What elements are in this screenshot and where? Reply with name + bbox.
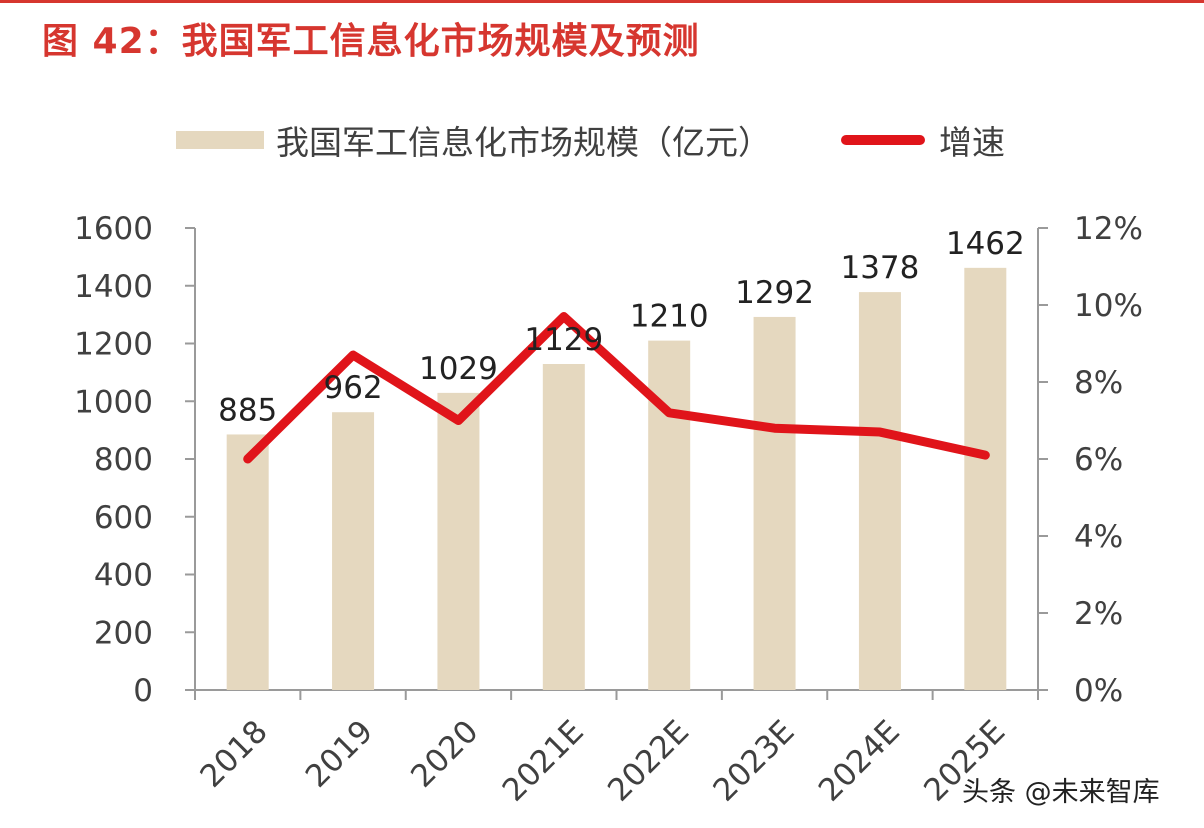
bar bbox=[226, 434, 269, 690]
bar-data-label: 885 bbox=[218, 392, 277, 428]
y-right-tick-label: 2% bbox=[1074, 596, 1123, 632]
top-rule bbox=[0, 0, 1204, 3]
chart-title: 图 42：我国军工信息化市场规模及预测 bbox=[42, 21, 700, 62]
bar bbox=[753, 316, 796, 690]
bar bbox=[437, 392, 480, 690]
growth-point bbox=[984, 454, 987, 457]
growth-point bbox=[773, 427, 776, 430]
x-tick-label: 2020 bbox=[404, 714, 485, 795]
x-tick-label: 2018 bbox=[193, 714, 274, 795]
bar-data-label: 1462 bbox=[946, 226, 1025, 262]
bar-data-label: 1210 bbox=[630, 299, 709, 335]
watermark: 头条 @未来智库 bbox=[962, 777, 1160, 808]
growth-point bbox=[562, 315, 565, 318]
bar-data-label: 1292 bbox=[735, 275, 814, 311]
y-right-tick-label: 4% bbox=[1074, 519, 1123, 555]
growth-point bbox=[352, 354, 355, 357]
y-left-tick-label: 1200 bbox=[74, 327, 153, 363]
growth-point bbox=[668, 411, 671, 414]
bar-data-label: 1378 bbox=[840, 250, 919, 286]
legend: 我国军工信息化市场规模（亿元） 增速 bbox=[176, 112, 1005, 168]
y-right-tick-label: 10% bbox=[1074, 288, 1143, 324]
y-right-tick-label: 12% bbox=[1074, 211, 1143, 247]
y-right-tick-label: 6% bbox=[1074, 442, 1123, 478]
bar-data-label: 962 bbox=[323, 370, 382, 406]
x-tick-label: 2022E bbox=[601, 714, 696, 809]
y-left-tick-label: 800 bbox=[94, 442, 153, 478]
bar bbox=[964, 267, 1007, 690]
y-right-tick-label: 0% bbox=[1074, 673, 1123, 709]
y-left-tick-label: 600 bbox=[94, 500, 153, 536]
x-tick-label: 2024E bbox=[812, 714, 907, 809]
bar bbox=[858, 292, 901, 690]
y-left-tick-label: 200 bbox=[94, 615, 153, 651]
growth-point bbox=[878, 431, 881, 434]
legend-bar-swatch bbox=[176, 131, 264, 149]
y-left-tick-label: 1400 bbox=[74, 269, 153, 305]
bar-data-label: 1029 bbox=[419, 351, 498, 387]
y-left-tick-label: 0 bbox=[133, 673, 153, 709]
legend-bar-label: 我国军工信息化市场规模（亿元） bbox=[276, 123, 771, 162]
bar-data-label: 1129 bbox=[524, 322, 603, 358]
growth-point bbox=[457, 419, 460, 422]
y-left-tick-label: 400 bbox=[94, 558, 153, 594]
legend-line-swatch bbox=[841, 135, 925, 145]
x-tick-label: 2023E bbox=[706, 714, 801, 809]
growth-point bbox=[246, 458, 249, 460]
bar bbox=[332, 412, 375, 690]
y-left-tick-label: 1600 bbox=[74, 211, 153, 247]
bar bbox=[648, 340, 691, 690]
legend-line-label: 增速 bbox=[939, 123, 1005, 162]
y-right-tick-label: 8% bbox=[1074, 365, 1123, 401]
x-tick-label: 2021E bbox=[496, 714, 591, 809]
y-left-tick-label: 1000 bbox=[74, 384, 153, 420]
growth-line bbox=[243, 312, 990, 464]
bar bbox=[542, 364, 585, 690]
x-tick-label: 2019 bbox=[299, 714, 380, 795]
